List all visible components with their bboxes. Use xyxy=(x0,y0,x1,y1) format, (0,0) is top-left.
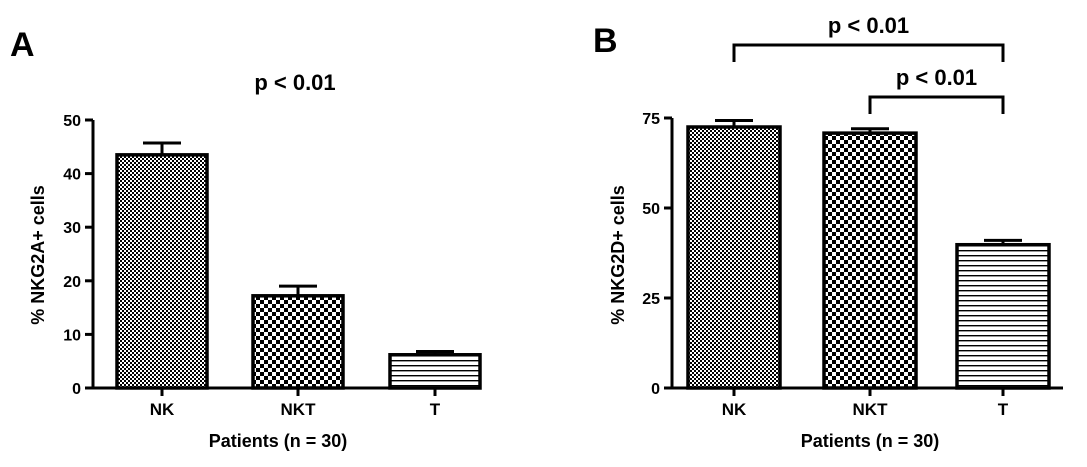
x-tick-label: NK xyxy=(150,400,175,419)
panel-letter: B xyxy=(593,22,618,60)
y-tick-label: 10 xyxy=(63,327,81,344)
y-tick-label: 50 xyxy=(63,113,81,130)
panel-a: A p < 0.01 0 10 20 30 40 50 NK NKT T Patients (n… xyxy=(10,26,482,451)
x-tick-label: NK xyxy=(722,400,747,419)
x-tick-label: NKT xyxy=(853,400,889,419)
significance-bracket xyxy=(732,43,1005,62)
y-tick-label: 0 xyxy=(72,381,81,398)
p-value-annotation: p < 0.01 xyxy=(828,13,909,38)
x-axis-label: Patients (n = 30) xyxy=(801,431,940,451)
significance-bracket xyxy=(868,95,1005,114)
bars xyxy=(686,119,1051,390)
x-tick-label: NKT xyxy=(281,400,317,419)
y-axis-label: % NKG2A+ cells xyxy=(28,185,48,325)
x-axis-label: Patients (n = 30) xyxy=(209,431,348,451)
bar-nk xyxy=(115,153,209,390)
y-tick-label: 50 xyxy=(642,201,660,218)
panel-b: B 0 25 50 75 NK NKT T p < 0.01 p < 0.01 Patient… xyxy=(593,13,1063,451)
bars xyxy=(115,141,482,390)
p-value-annotation: p < 0.01 xyxy=(896,65,977,90)
y-tick-label: 30 xyxy=(63,220,81,237)
bar-nk xyxy=(686,125,782,390)
bar-t xyxy=(388,353,482,390)
y-tick-label: 20 xyxy=(63,274,81,291)
y-tick-label: 75 xyxy=(642,111,660,128)
bar-nkt xyxy=(251,294,345,390)
p-value-annotation: p < 0.01 xyxy=(254,70,335,95)
bar-t xyxy=(955,242,1051,390)
panel-letter: A xyxy=(10,26,35,64)
y-axis-label: % NKG2D+ cells xyxy=(608,185,628,325)
y-tick-label: 25 xyxy=(642,291,660,308)
y-tick-label: 40 xyxy=(63,167,81,184)
x-tick-label: T xyxy=(998,400,1009,419)
x-tick-label: T xyxy=(430,400,441,419)
y-tick-label: 0 xyxy=(651,381,660,398)
significance-brackets: p < 0.01 p < 0.01 xyxy=(732,13,1005,114)
bar-nkt xyxy=(822,131,918,390)
